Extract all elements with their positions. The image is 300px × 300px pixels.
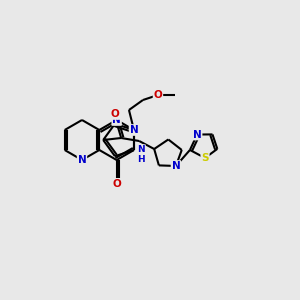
Text: O: O <box>111 109 120 119</box>
Text: N: N <box>130 125 138 135</box>
Text: S: S <box>201 153 209 163</box>
Text: N: N <box>193 130 202 140</box>
Text: N: N <box>172 161 180 171</box>
Text: O: O <box>112 179 121 189</box>
Text: N: N <box>112 115 121 125</box>
Text: N: N <box>78 155 86 165</box>
Text: N
H: N H <box>137 145 145 164</box>
Text: O: O <box>154 90 162 100</box>
